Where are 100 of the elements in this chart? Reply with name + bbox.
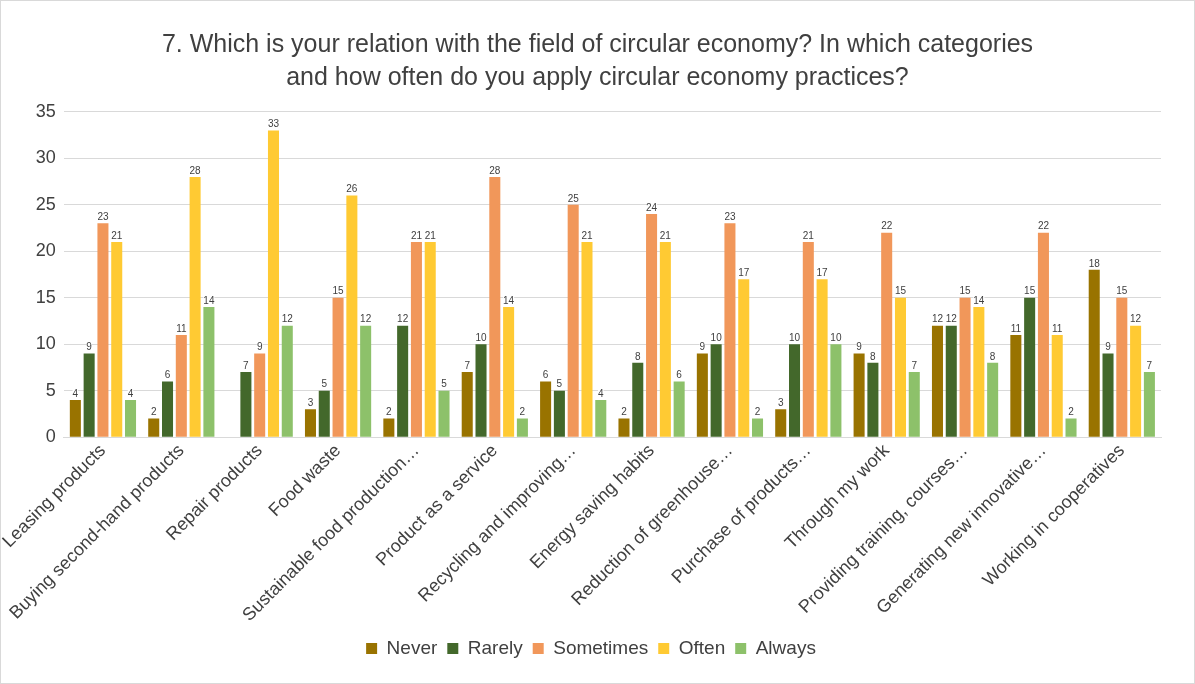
data-label: 8	[870, 350, 877, 362]
bar	[438, 390, 450, 437]
data-label: 5	[556, 378, 563, 390]
data-label: 21	[424, 229, 437, 241]
data-label: 7	[1146, 359, 1153, 371]
bar	[240, 372, 252, 437]
data-label: 2	[1068, 406, 1075, 418]
data-label: 17	[816, 266, 829, 278]
bar	[908, 372, 920, 437]
chart-title: 7. Which is your relation with the field of circular economy? In which categories and how often do you apply circular economy practices?	[160, 28, 1035, 92]
data-label: 12	[1130, 313, 1142, 325]
data-label: 23	[97, 211, 109, 223]
data-label: 9	[856, 341, 863, 353]
bar	[659, 241, 671, 437]
bar	[97, 223, 109, 437]
data-label: 12	[931, 313, 944, 325]
bar	[581, 241, 593, 437]
bar	[148, 418, 160, 437]
data-label: 10	[830, 331, 842, 343]
data-label: 9	[1105, 341, 1112, 353]
bar	[162, 381, 174, 437]
data-label: 6	[164, 369, 171, 381]
bar	[1130, 325, 1142, 437]
data-label: 21	[802, 229, 815, 241]
data-label: 10	[475, 331, 488, 343]
data-label: 7	[464, 359, 471, 371]
y-tick-label: 20	[35, 240, 56, 261]
bar	[267, 130, 279, 437]
data-label: 6	[542, 369, 549, 381]
data-label: 12	[281, 313, 294, 325]
data-label: 9	[699, 341, 706, 353]
bar	[567, 204, 579, 437]
bar	[1024, 297, 1036, 437]
bar	[752, 418, 764, 437]
data-label: 21	[410, 229, 423, 241]
y-tick-label: 30	[35, 147, 56, 168]
data-label: 2	[150, 406, 157, 418]
legend-label: Always	[755, 636, 816, 658]
bar	[1010, 334, 1022, 437]
data-label: 4	[598, 387, 604, 399]
data-label: 28	[189, 164, 202, 176]
bar	[1037, 232, 1049, 437]
data-label: 7	[911, 359, 918, 371]
data-label: 9	[86, 341, 93, 353]
bar	[125, 400, 137, 437]
bar	[397, 325, 409, 437]
bar	[775, 409, 787, 437]
data-label: 21	[659, 229, 672, 241]
data-label: 24	[646, 201, 658, 213]
data-label: 15	[332, 285, 345, 297]
bar	[540, 381, 552, 437]
data-label: 22	[1037, 220, 1050, 232]
legend-label: Sometimes	[553, 636, 649, 658]
data-label: 33	[267, 118, 280, 130]
bar	[281, 325, 293, 437]
data-label: 18	[1088, 257, 1101, 269]
bar	[360, 325, 372, 437]
data-label: 5	[321, 378, 328, 390]
bar	[254, 353, 266, 437]
bar	[1088, 269, 1100, 437]
data-label: 11	[1010, 322, 1022, 334]
bar	[461, 372, 473, 437]
bar	[673, 381, 685, 437]
data-label: 2	[519, 406, 526, 418]
data-label: 2	[754, 406, 761, 418]
data-label: 6	[676, 369, 683, 381]
data-label: 10	[788, 331, 801, 343]
y-tick-label: 25	[35, 193, 56, 214]
bar	[931, 325, 943, 437]
data-label: 22	[881, 220, 893, 232]
legend-label: Never	[386, 636, 438, 658]
bar	[973, 307, 985, 437]
bar	[203, 307, 215, 437]
data-label: 28	[489, 164, 501, 176]
legend-label: Often	[678, 636, 726, 658]
bar	[724, 223, 736, 437]
bar	[83, 353, 95, 437]
bar	[853, 353, 865, 437]
bar	[830, 344, 842, 437]
data-label: 26	[346, 183, 358, 195]
bar	[189, 176, 201, 437]
bar	[304, 409, 316, 437]
bar	[475, 344, 487, 437]
data-label: 14	[503, 294, 515, 306]
data-label: 9	[256, 341, 263, 353]
data-label: 15	[1116, 285, 1128, 297]
data-label: 3	[777, 397, 784, 409]
data-label: 14	[203, 294, 215, 306]
data-label: 14	[973, 294, 985, 306]
bar	[346, 195, 358, 437]
data-label: 12	[397, 313, 409, 325]
bar	[1143, 372, 1155, 437]
data-label: 25	[567, 192, 580, 204]
bar	[816, 279, 828, 437]
bar	[175, 334, 187, 437]
data-label: 12	[360, 313, 372, 325]
data-label: 21	[581, 229, 593, 241]
bar	[881, 232, 893, 437]
bar	[646, 214, 658, 437]
y-tick-label: 0	[45, 426, 56, 447]
